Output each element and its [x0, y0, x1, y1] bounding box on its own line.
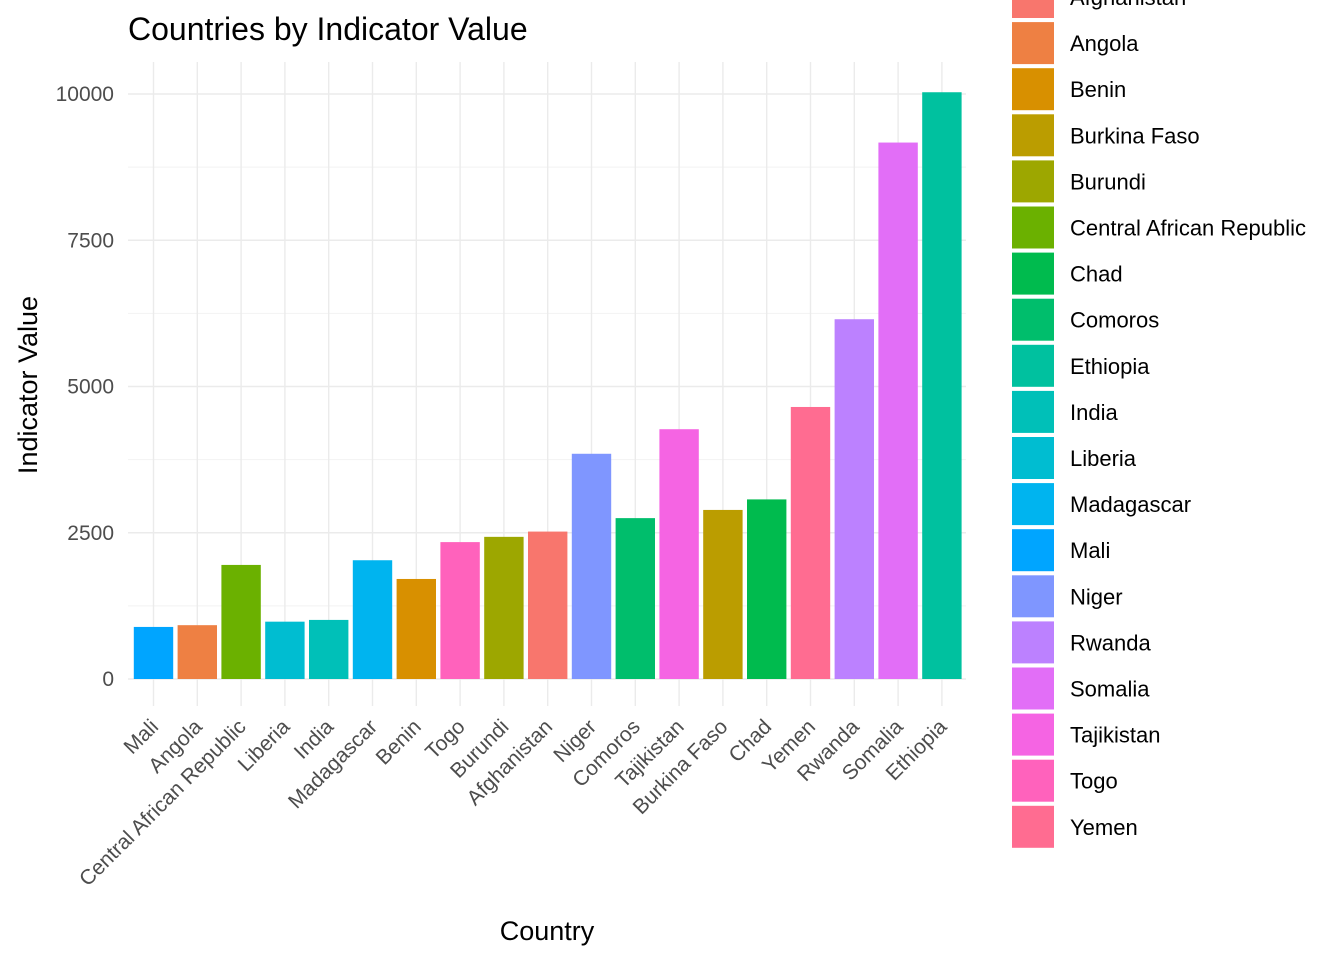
legend-key: [1012, 390, 1054, 433]
bar: [659, 429, 699, 679]
bar: [834, 319, 874, 679]
legend-label: Benin: [1070, 77, 1126, 102]
legend-key: [1012, 0, 1054, 18]
legend-label: Niger: [1070, 584, 1123, 609]
legend-label: Togo: [1070, 769, 1118, 794]
bar: [922, 92, 962, 680]
legend-key: [1012, 529, 1054, 572]
bar: [747, 499, 787, 679]
bar: [703, 509, 743, 679]
legend-key: [1012, 621, 1054, 664]
bar: [177, 625, 217, 679]
y-tick-label: 2500: [67, 522, 114, 545]
bar: [571, 453, 612, 679]
bar: [528, 531, 568, 679]
bar: [221, 564, 261, 679]
bar: [133, 626, 174, 679]
legend-label: Central African Republic: [1070, 216, 1306, 241]
bar: [440, 542, 480, 679]
legend-label: Yemen: [1070, 815, 1138, 840]
legend-label: Burundi: [1070, 169, 1146, 194]
y-tick-label: 0: [102, 668, 114, 691]
legend-label: Madagascar: [1070, 492, 1191, 517]
legend-label: Chad: [1070, 262, 1123, 287]
legend-key: [1012, 344, 1054, 387]
chart-title: Countries by Indicator Value: [128, 11, 528, 47]
legend-label: Mali: [1070, 538, 1110, 563]
bar: [309, 619, 349, 679]
legend-label: Tajikistan: [1070, 723, 1160, 748]
bar: [878, 142, 918, 679]
legend-label: Rwanda: [1070, 630, 1151, 655]
legend: Afghanistan Angola Benin Burkina Faso Burund…: [1012, 0, 1306, 848]
legend-key: [1012, 298, 1054, 341]
bars: [133, 92, 962, 680]
legend-key: [1012, 22, 1054, 65]
legend-label: Ethiopia: [1070, 354, 1150, 379]
y-axis-ticks: 0 2500 5000 7500 10000: [56, 83, 114, 691]
legend-key: [1012, 483, 1054, 526]
legend-key: [1012, 713, 1054, 756]
legend-key: [1012, 206, 1054, 249]
bar: [396, 578, 436, 679]
bar: [352, 560, 393, 679]
legend-label: Angola: [1070, 31, 1139, 56]
legend-key: [1012, 805, 1054, 848]
legend-key: [1012, 575, 1054, 618]
y-axis-title: Indicator Value: [13, 296, 43, 474]
legend-label: Somalia: [1070, 677, 1150, 702]
legend-label: India: [1070, 400, 1118, 425]
legend-key: [1012, 437, 1054, 479]
legend-key: [1012, 759, 1054, 802]
x-tick-label: Benin: [372, 715, 426, 769]
x-axis-title: Country: [500, 916, 595, 946]
legend-key: [1012, 252, 1054, 295]
legend-key: [1012, 114, 1054, 157]
y-tick-label: 10000: [56, 83, 114, 106]
y-tick-label: 5000: [67, 376, 114, 399]
legend-key: [1012, 68, 1054, 111]
legend-label: Comoros: [1070, 308, 1159, 333]
legend-label: Afghanistan: [1070, 0, 1186, 10]
legend-label: Liberia: [1070, 446, 1137, 471]
y-tick-label: 7500: [67, 229, 114, 252]
bar: [484, 536, 524, 679]
bar: [790, 406, 831, 679]
bar: [265, 621, 305, 679]
bar: [615, 518, 655, 679]
legend-label: Burkina Faso: [1070, 123, 1200, 148]
legend-key: [1012, 160, 1054, 203]
legend-key: [1012, 667, 1054, 710]
